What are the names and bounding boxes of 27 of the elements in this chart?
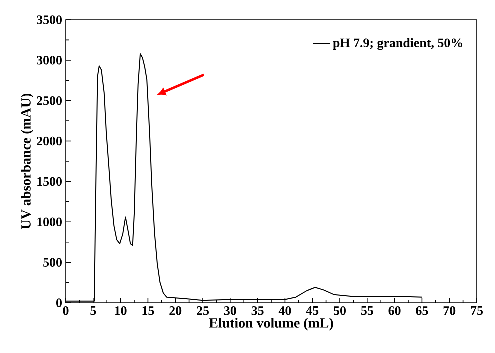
x-tick-label: 30 <box>224 306 236 316</box>
y-tick-label: 3500 <box>37 16 62 24</box>
x-tick-label: 45 <box>306 306 319 316</box>
y-tick-label: 0 <box>56 298 62 308</box>
x-tick-label: 40 <box>278 306 292 316</box>
y-axis-title: UV absorbance (mAU) <box>21 94 34 230</box>
x-tick-label: 0 <box>63 306 69 316</box>
x-tick-label: 20 <box>170 306 182 316</box>
x-tick-label: 75 <box>471 306 483 316</box>
x-tick-label: 55 <box>361 306 374 316</box>
y-tick-label: 2000 <box>37 136 62 146</box>
y-tick-label: 2500 <box>37 96 62 106</box>
x-tick-label: 35 <box>252 306 264 316</box>
x-tick-label: 25 <box>197 306 209 316</box>
x-tick-label: 10 <box>115 306 127 316</box>
y-tick-label: 500 <box>44 258 62 267</box>
y-tick-label: 1500 <box>38 177 62 186</box>
x-tick-label: 50 <box>334 306 346 316</box>
legend-label: pH 7.9; grandient, 50% <box>333 38 462 50</box>
x-axis-title: Elution volume (mL) <box>209 318 334 331</box>
x-tick-label: 5 <box>90 306 96 316</box>
y-tick-label: 3000 <box>37 56 62 65</box>
x-tick-label: 65 <box>416 306 428 316</box>
x-tick-label: 60 <box>388 306 401 316</box>
y-tick-label: 1000 <box>38 218 62 227</box>
x-tick-label: 15 <box>142 306 154 316</box>
x-tick-label: 70 <box>444 306 456 316</box>
